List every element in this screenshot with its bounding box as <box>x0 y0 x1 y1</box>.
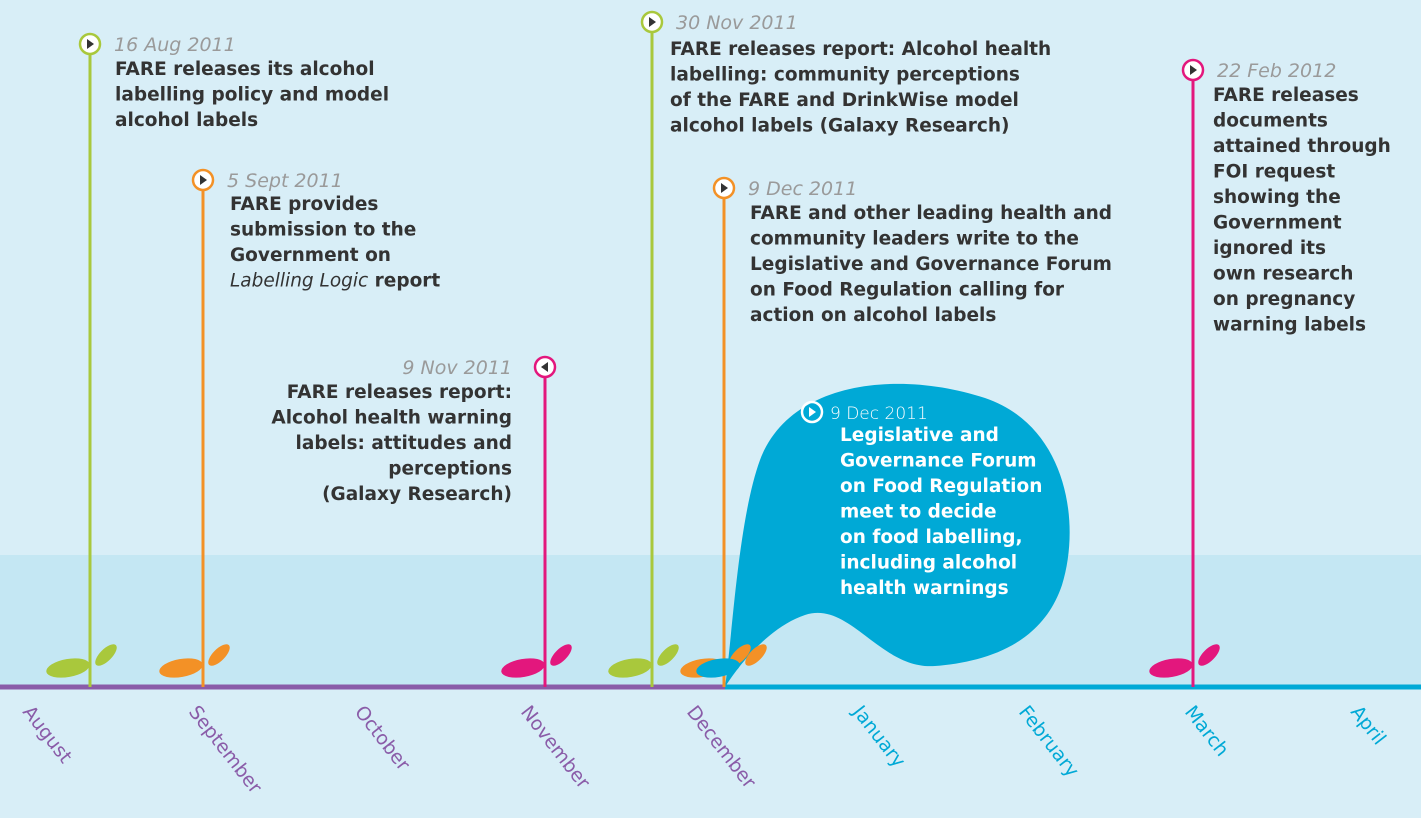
event-text: on pregnancy <box>1213 289 1355 310</box>
event-text: FARE provides <box>230 194 378 215</box>
event-text: on Food Regulation <box>840 476 1042 497</box>
event-date: 9 Nov 2011 <box>402 357 512 379</box>
event-text: FOI request <box>1213 162 1335 183</box>
event-text: FARE releases its alcohol <box>115 59 375 80</box>
event-text: including alcohol <box>840 553 1017 574</box>
event-text: action on alcohol labels <box>750 305 996 326</box>
event-text: labels: attitudes and <box>296 433 512 454</box>
event-text: Legislative and <box>840 425 999 446</box>
event-text: on Food Regulation calling for <box>750 280 1065 301</box>
event-text: warning labels <box>1213 315 1366 336</box>
event-text: FARE releases report: <box>287 382 512 403</box>
event-date: 9 Dec 2011 <box>748 178 857 200</box>
event-text: alcohol labels <box>115 110 258 131</box>
report-title: Labelling Logic <box>230 271 368 292</box>
event-text: meet to decide <box>840 502 997 523</box>
event-text: community leaders write to the <box>750 229 1079 250</box>
event-text: submission to the <box>230 220 416 241</box>
event-text: perceptions <box>388 459 512 480</box>
event-text: FARE and other leading health and <box>750 203 1112 224</box>
event-text: (Galaxy Research) <box>322 484 512 505</box>
event-text: labelling: community perceptions <box>670 65 1020 86</box>
event-text: health warnings <box>840 578 1009 599</box>
event-text: Alcohol health warning <box>271 408 512 429</box>
event-text: Government on <box>230 245 391 266</box>
event-text: Labelling Logic report <box>230 271 440 292</box>
event-text: attained through <box>1213 136 1391 157</box>
event-text: documents <box>1213 111 1328 132</box>
timeline: 16 Aug 2011 FARE releases its alcohol labe… <box>0 0 1421 818</box>
event-date: 5 Sept 2011 <box>227 170 343 192</box>
event-text: FARE releases report: Alcohol health <box>670 39 1051 60</box>
event-date: 9 Dec 2011 <box>830 404 928 424</box>
event-date: 22 Feb 2012 <box>1217 60 1336 82</box>
event-text: Government <box>1213 213 1342 234</box>
event-text: FARE releases <box>1213 85 1359 106</box>
event-text: of the FARE and DrinkWise model <box>670 90 1019 111</box>
event-date: 16 Aug 2011 <box>114 34 236 56</box>
event-text: on food labelling, <box>840 527 1023 548</box>
event-text: Governance Forum <box>840 451 1037 472</box>
event-text: showing the <box>1213 187 1341 208</box>
event-text: report <box>368 271 440 292</box>
event-text: own research <box>1213 264 1353 285</box>
event-text: labelling policy and model <box>115 85 389 106</box>
event-text: alcohol labels (Galaxy Research) <box>670 116 1010 137</box>
event-text: Legislative and Governance Forum <box>750 254 1112 275</box>
event-text: ignored its <box>1213 238 1326 259</box>
event-date: 30 Nov 2011 <box>676 12 798 34</box>
